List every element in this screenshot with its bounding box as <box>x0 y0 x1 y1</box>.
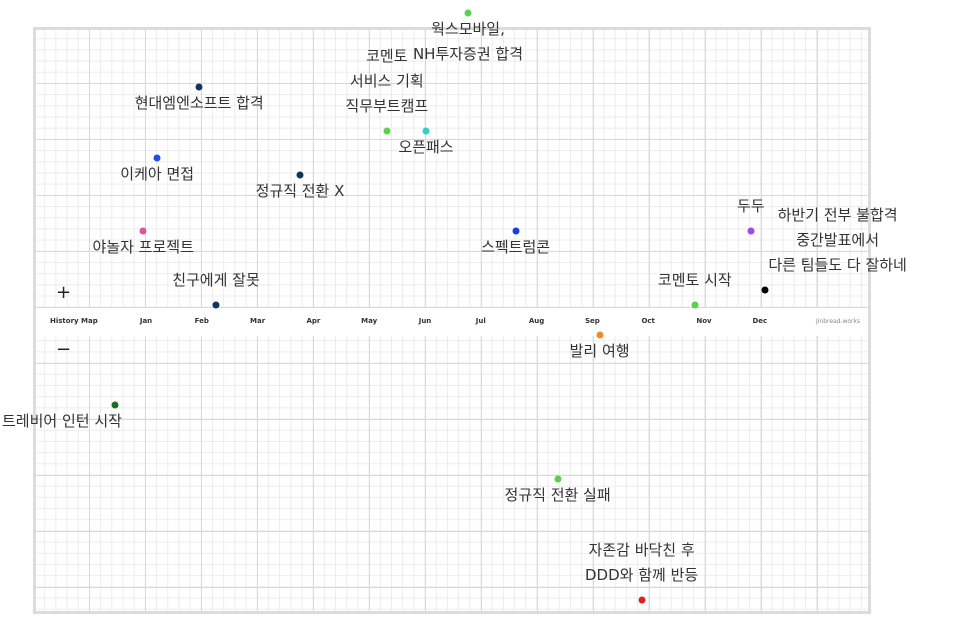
chart-title: History Map <box>50 317 98 325</box>
event-point <box>153 154 161 161</box>
timeline-axis-band <box>36 308 868 336</box>
event-point <box>747 227 755 235</box>
event-point <box>554 475 562 483</box>
event-label: 정규직 전환 실패 <box>504 486 611 505</box>
event-label: 코멘토 시작 <box>657 271 732 289</box>
event-label: 스펙트럼콘 <box>481 238 551 257</box>
event-point <box>596 331 604 338</box>
event-label: 웍스모바일, <box>431 19 505 38</box>
month-tick-label: Dec <box>752 317 768 325</box>
chart-credit: Jinbread.works <box>816 318 861 325</box>
event-label: 하반기 전부 불합격 <box>777 206 898 225</box>
month-tick-label: Jul <box>475 317 486 325</box>
month-tick-label: Aug <box>528 317 545 325</box>
event-label: 다른 팀들도 다 잘하네 <box>768 256 907 275</box>
month-tick-label: Feb <box>194 317 209 325</box>
month-tick-label: Jun <box>418 317 432 325</box>
event-label: 두두 <box>736 197 765 216</box>
event-point <box>512 227 520 235</box>
month-tick-label: Oct <box>641 317 655 325</box>
month-tick-label: Jan <box>139 317 153 325</box>
event-point <box>761 286 769 294</box>
event-label: 발리 여행 <box>569 341 630 360</box>
event-label: 이케아 면접 <box>120 164 195 183</box>
event-point <box>691 301 699 309</box>
event-label: 자존감 바닥친 후 <box>588 541 695 559</box>
event-label: 서비스 기획 <box>349 71 424 90</box>
event-label: NH투자증권 합격 <box>412 44 524 63</box>
event-label: 현대엠엔소프트 합격 <box>134 93 264 112</box>
event-label: 정규직 전환 X <box>255 182 345 201</box>
event-point <box>139 227 147 235</box>
event-label: 직무부트캠프 <box>345 96 429 115</box>
event-point <box>212 301 220 309</box>
event-point <box>195 83 203 91</box>
event-label: 친구에게 잘못 <box>172 271 260 289</box>
month-tick-label: Sep <box>584 317 600 325</box>
event-label: 트레비어 인턴 시작 <box>2 412 122 431</box>
event-label: DDD와 함께 반등 <box>585 566 699 584</box>
positive-sign-marker: + <box>56 282 72 303</box>
event-label: 중간발표에서 <box>796 231 879 250</box>
event-label: 오픈패스 <box>398 137 454 156</box>
event-label: 코멘토 <box>366 46 408 65</box>
event-point <box>111 401 119 409</box>
event-point <box>464 9 472 17</box>
month-tick-label: Apr <box>306 317 321 325</box>
negative-sign-marker: − <box>56 339 72 360</box>
event-point <box>296 171 304 179</box>
month-tick-label: May <box>361 317 378 325</box>
event-label: 야놀자 프로젝트 <box>92 238 194 257</box>
month-tick-label: Mar <box>250 317 266 325</box>
event-point <box>638 596 646 604</box>
event-point <box>383 127 391 135</box>
month-tick-label: Nov <box>696 317 712 325</box>
event-point <box>422 127 430 135</box>
